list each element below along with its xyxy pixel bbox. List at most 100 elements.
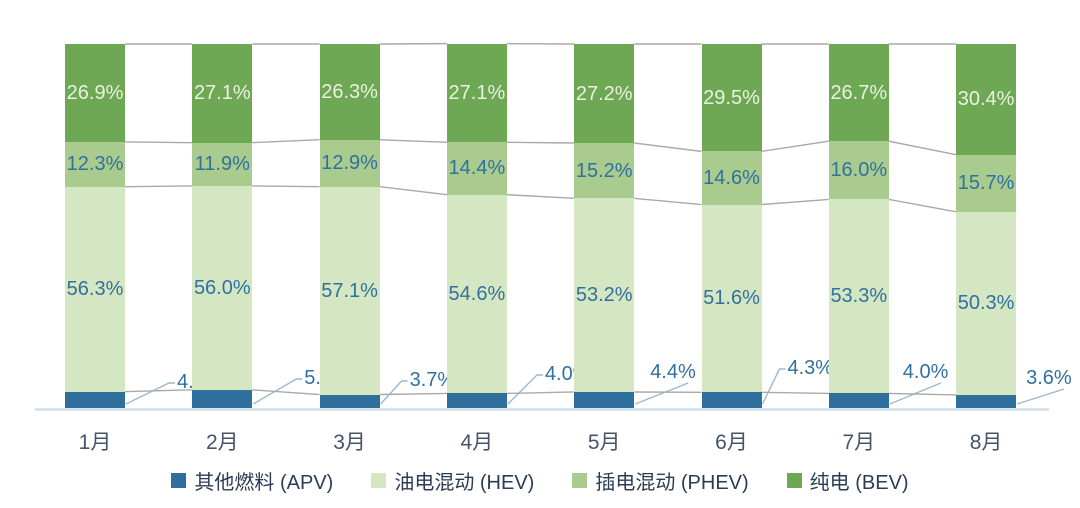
legend-item-apv: 其他燃料 (APV) xyxy=(171,466,333,495)
legend-label-phev: 插电混动 (PHEV) xyxy=(595,472,749,494)
series-connector-line-phev xyxy=(124,141,193,144)
data-label-phev: 12.3% xyxy=(66,153,124,176)
bar-segment-phev xyxy=(446,142,507,195)
data-label-bev: 27.1% xyxy=(448,81,506,104)
bar-segment-hev xyxy=(828,199,889,394)
series-connector-line-hev xyxy=(634,197,702,206)
series-connector-line-phev xyxy=(379,139,447,143)
bar-segment-apv xyxy=(956,394,1017,408)
data-label-phev: 14.6% xyxy=(703,166,760,189)
bar-segment-hev xyxy=(956,211,1017,395)
data-label-phev: 14.4% xyxy=(448,157,506,180)
legend-swatch-phev xyxy=(572,473,588,488)
data-label-hev: 53.2% xyxy=(575,284,633,307)
x-axis-label: 1月 xyxy=(78,431,112,454)
data-label-bev: 26.3% xyxy=(321,80,378,103)
series-connector-line-phev xyxy=(252,139,320,144)
bar-segment-apv xyxy=(574,391,635,408)
bar-segment-bev xyxy=(446,43,507,143)
bar-segment-bev xyxy=(192,44,253,143)
bar-segment-phev xyxy=(701,151,762,205)
data-label-bev: 26.9% xyxy=(66,81,124,104)
data-label-phev: 15.7% xyxy=(957,172,1015,195)
data-label-hev: 51.6% xyxy=(703,287,760,310)
bar-segment-bev xyxy=(319,44,380,140)
leader-line-apv xyxy=(125,382,175,405)
legend: 其他燃料 (APV) 油电混动 (HEV) 插电混动 (PHEV) 纯电 (BEV) xyxy=(0,466,1080,495)
series-connector-line-phev xyxy=(634,142,702,153)
data-label-bev: 27.1% xyxy=(193,82,251,105)
legend-swatch-hev xyxy=(371,473,387,488)
leader-line-apv xyxy=(380,380,408,405)
data-label-bev: 27.2% xyxy=(575,82,633,105)
x-axis-label: 3月 xyxy=(333,431,366,454)
series-connector-line-hev xyxy=(888,198,957,213)
legend-swatch-apv xyxy=(171,473,187,488)
bar-segment-hev xyxy=(319,186,380,395)
data-label-bev: 29.5% xyxy=(703,86,760,109)
series-connector-line-hev xyxy=(379,185,447,196)
bar-segment-bev xyxy=(65,44,125,142)
data-label-hev: 56.0% xyxy=(193,276,251,299)
data-label-apv: 4.3% xyxy=(787,357,834,379)
bar-segment-bev xyxy=(574,44,635,143)
bar-segment-apv xyxy=(65,391,125,408)
series-connector-line-apv xyxy=(888,392,957,396)
series-connector-line-phev xyxy=(761,140,829,153)
legend-item-hev: 油电混动 (HEV) xyxy=(371,466,534,495)
bar-segment-hev xyxy=(446,194,507,394)
leader-line-apv xyxy=(761,368,786,405)
series-connector-line-apv xyxy=(761,391,829,395)
legend-label-hev: 油电混动 (HEV) xyxy=(394,472,535,494)
bar-segment-bev xyxy=(828,44,889,142)
legend-swatch-bev xyxy=(786,473,802,488)
x-axis-label: 4月 xyxy=(460,431,494,454)
series-connector-line-phev xyxy=(888,140,957,156)
bar-segment-apv xyxy=(319,394,380,408)
data-label-apv: 4.4% xyxy=(650,361,696,383)
legend-label-apv: 其他燃料 (APV) xyxy=(194,472,334,494)
leader-line-apv xyxy=(889,382,942,405)
series-connector-line-apv xyxy=(379,392,447,396)
series-connector-line-apv xyxy=(506,391,575,395)
bar-segment-hev xyxy=(701,204,762,393)
data-label-bev: 26.7% xyxy=(830,81,888,104)
data-label-phev: 12.9% xyxy=(321,152,378,175)
x-axis-label: 7月 xyxy=(842,431,876,454)
data-label-apv: 3.6% xyxy=(1026,367,1072,389)
series-connector-line-phev xyxy=(506,141,575,144)
legend-label-bev: 纯电 (BEV) xyxy=(809,472,909,494)
data-label-phev: 16.0% xyxy=(830,159,888,182)
bar-segment-bev xyxy=(701,44,762,152)
bar-segment-phev xyxy=(956,154,1017,212)
bar-segment-phev xyxy=(65,141,125,187)
data-label-phev: 11.9% xyxy=(194,153,250,176)
bar-segment-hev xyxy=(574,198,635,392)
data-label-hev: 57.1% xyxy=(321,279,378,302)
data-label-hev: 50.3% xyxy=(957,292,1015,315)
bar-segment-phev xyxy=(828,141,889,200)
data-label-hev: 53.3% xyxy=(830,285,888,308)
series-connector-line-hev xyxy=(124,185,193,188)
bar-segment-apv xyxy=(701,392,762,408)
data-label-bev: 30.4% xyxy=(957,88,1015,111)
leader-line-apv xyxy=(507,374,543,405)
bar-segment-phev xyxy=(192,142,253,186)
legend-item-bev: 纯电 (BEV) xyxy=(786,466,909,495)
leader-line-apv xyxy=(1016,388,1065,405)
x-axis-label: 2月 xyxy=(205,431,239,454)
bar-segment-phev xyxy=(319,139,380,187)
series-connector-line-hev xyxy=(252,185,320,188)
bar-segment-phev xyxy=(574,143,635,199)
data-label-apv: 4.0% xyxy=(902,361,949,383)
bar-segment-apv xyxy=(192,389,253,408)
bar-segment-hev xyxy=(65,186,125,392)
data-label-phev: 15.2% xyxy=(575,159,633,182)
bar-segment-bev xyxy=(956,44,1017,155)
series-connector-line-hev xyxy=(506,193,575,200)
data-label-apv: 3.7% xyxy=(409,369,456,391)
data-label-hev: 56.3% xyxy=(66,278,124,301)
leader-line-apv xyxy=(252,378,303,405)
